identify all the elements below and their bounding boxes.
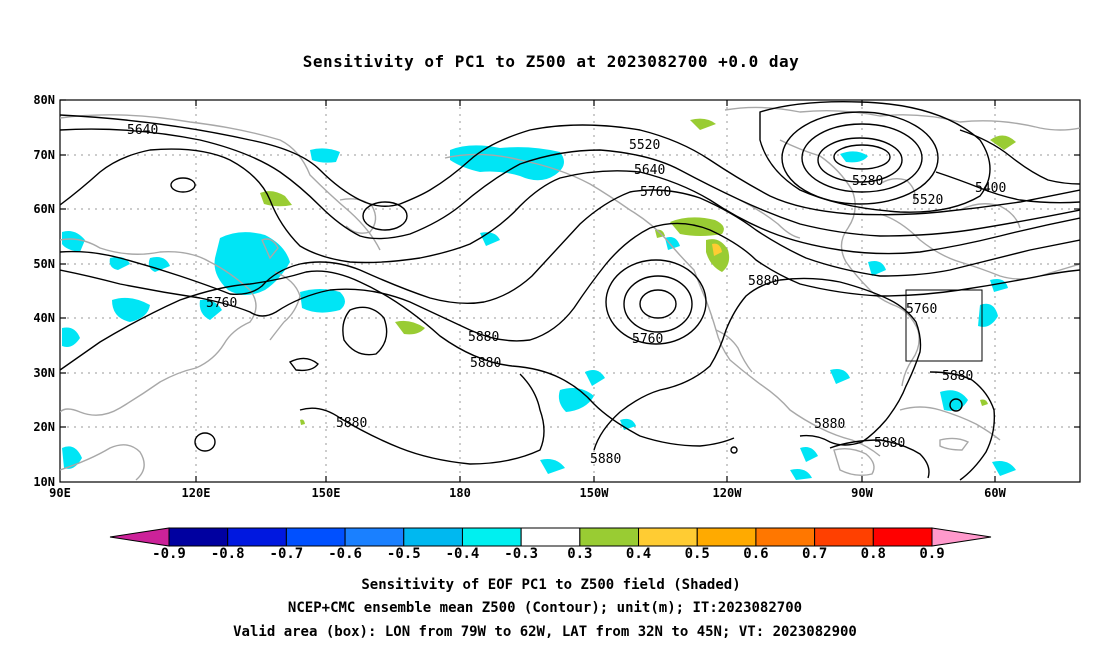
footer-line-3: Valid area (box): LON from 79W to 62W, L… <box>233 624 857 640</box>
contour-label: 5880 <box>336 416 367 431</box>
contour-label: 5280 <box>852 174 883 189</box>
contour-label: 5640 <box>127 123 158 138</box>
colorbar-cell <box>638 527 698 547</box>
lat-label: 80N <box>33 93 55 107</box>
contour-label: 5880 <box>942 369 973 384</box>
contour-labels: 5640 5520 5640 5760 5280 5400 5520 5880 … <box>127 123 1006 467</box>
contour-label: 5760 <box>640 185 671 200</box>
contour-label: 5880 <box>748 274 779 289</box>
colorbar-label: -0.7 <box>270 546 304 562</box>
colorbar-label: -0.8 <box>211 546 245 562</box>
contour-label: 5880 <box>874 436 905 451</box>
contour-label: 5880 <box>590 452 621 467</box>
footer-line-1: Sensitivity of EOF PC1 to Z500 field (Sh… <box>361 577 740 593</box>
valid-area-box <box>905 289 983 362</box>
colorbar-cells <box>168 527 933 547</box>
colorbar-label: -0.9 <box>152 546 186 562</box>
lon-label: 90W <box>851 486 873 500</box>
coastlines <box>60 106 1080 481</box>
contour-label: 5880 <box>814 417 845 432</box>
colorbar-cell <box>461 527 522 547</box>
axis-ticks <box>60 99 1080 482</box>
colorbar-cell <box>814 527 874 547</box>
colorbar-label: 0.6 <box>743 546 768 562</box>
colorbar-label: -0.3 <box>504 546 538 562</box>
colorbar-cell <box>227 527 287 547</box>
lon-label: 150E <box>312 486 341 500</box>
lon-label: 120E <box>182 486 211 500</box>
contour-label: 5760 <box>206 296 237 311</box>
footer-line-2: NCEP+CMC ensemble mean Z500 (Contour); u… <box>288 600 802 616</box>
z500-contours <box>60 101 1080 481</box>
longitude-labels: 90E 120E 150E 180 150W 120W 90W 60W <box>49 486 1006 500</box>
colorbar-cell <box>403 527 463 547</box>
colorbar-label: -0.5 <box>387 546 421 562</box>
lat-label: 50N <box>33 257 55 271</box>
lon-label: 150W <box>580 486 610 500</box>
lon-label: 120W <box>713 486 743 500</box>
lon-label: 90E <box>49 486 71 500</box>
colorbar-label: 0.9 <box>919 546 944 562</box>
colorbar-label: 0.4 <box>626 546 651 562</box>
colorbar-cell <box>755 527 816 547</box>
map-title: Sensitivity of PC1 to Z500 at 2023082700… <box>303 52 800 71</box>
colorbar-labels: -0.9 -0.8 -0.7 -0.6 -0.5 -0.4 -0.3 0.3 0.4 0.5 0.6… <box>152 546 945 562</box>
lon-label: 180 <box>449 486 471 500</box>
contour-label: 5880 <box>468 330 499 345</box>
colorbar: -0.9 -0.8 -0.7 -0.6 -0.5 -0.4 -0.3 0.3 0.4 0.5 0.6… <box>109 527 992 562</box>
colorbar-label: 0.8 <box>861 546 886 562</box>
contour-label: 5760 <box>632 332 663 347</box>
map-frame <box>59 99 1081 483</box>
contour-label: 5520 <box>629 138 660 153</box>
latitude-labels: 80N 70N 60N 50N 40N 30N 20N 10N <box>33 93 55 489</box>
colorbar-cell <box>696 527 757 547</box>
lat-label: 70N <box>33 148 55 162</box>
colorbar-label: 0.5 <box>685 546 710 562</box>
lat-label: 40N <box>33 311 55 325</box>
lon-label: 60W <box>984 486 1006 500</box>
colorbar-cell <box>520 527 581 547</box>
colorbar-cell <box>168 527 229 547</box>
colorbar-label: -0.6 <box>328 546 362 562</box>
lat-label: 60N <box>33 202 55 216</box>
contour-label: 5520 <box>912 193 943 208</box>
contour-label: 5400 <box>975 181 1006 196</box>
lat-label: 20N <box>33 420 55 434</box>
colorbar-cell <box>579 527 640 547</box>
lat-label: 10N <box>33 475 55 489</box>
contour-label: 5880 <box>470 356 501 371</box>
colorbar-low-tip <box>109 527 170 547</box>
contour-label: 5760 <box>906 302 937 317</box>
colorbar-label: 0.3 <box>567 546 592 562</box>
colorbar-high-tip <box>931 527 992 547</box>
colorbar-label: -0.4 <box>446 546 480 562</box>
colorbar-cell <box>285 527 346 547</box>
colorbar-cell <box>344 527 405 547</box>
colorbar-label: 0.7 <box>802 546 827 562</box>
map-content: 5640 5520 5640 5760 5280 5400 5520 5880 … <box>60 100 1080 482</box>
colorbar-cell <box>872 527 933 547</box>
lat-label: 30N <box>33 366 55 380</box>
contour-label: 5640 <box>634 163 665 178</box>
